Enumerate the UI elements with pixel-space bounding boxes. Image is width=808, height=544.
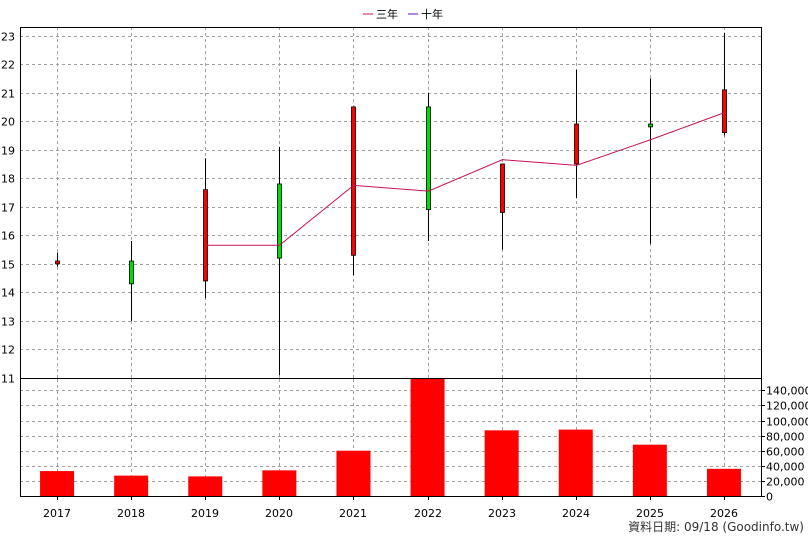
candle-body [648, 123, 653, 128]
volume-y-tick-label: 20,000 [766, 476, 805, 489]
price-y-tick-label: 12 [1, 344, 15, 357]
candle-body [277, 183, 282, 259]
volume-bar [40, 471, 75, 496]
volume-bars [40, 379, 741, 496]
volume-bar [188, 476, 223, 496]
price-y-tick-label: 19 [1, 145, 15, 158]
three-year-line [205, 112, 725, 246]
candle-body [55, 260, 60, 265]
x-tick-label: 2022 [414, 507, 442, 520]
volume-bar [336, 450, 371, 496]
footer-source: 資料日期: 09/18 (Goodinfo.tw) [628, 520, 804, 534]
volume-panel-frame [20, 378, 762, 497]
volume-y-axis: 0 20,000 40,000 60,000 80,000 100,000 120,000 1… [761, 385, 808, 504]
x-tick-label: 2025 [636, 507, 664, 520]
x-tick-label: 2026 [710, 507, 738, 520]
three-year-series [205, 112, 725, 246]
legend-label-three-year: 三年 [376, 7, 398, 21]
volume-bar [706, 468, 741, 496]
candle-body [129, 260, 134, 285]
x-tick-label: 2018 [117, 507, 145, 520]
volume-y-tick-label: 40,000 [766, 461, 805, 474]
x-tick-label: 2017 [43, 507, 71, 520]
price-y-tick-label: 14 [1, 287, 15, 300]
volume-bar [484, 430, 519, 496]
x-tick-label: 2024 [562, 507, 590, 520]
legend: 三年 十年 [363, 7, 443, 21]
candle-body [500, 163, 505, 213]
price-y-tick-label: 20 [1, 116, 15, 129]
x-tick-label: 2023 [488, 507, 516, 520]
volume-y-tick-label: 60,000 [766, 446, 805, 459]
volume-y-tick-label: 0 [766, 491, 773, 504]
x-tick-label: 2019 [191, 507, 219, 520]
price-y-tick-label: 15 [1, 259, 15, 272]
price-y-tick-label: 22 [1, 59, 15, 72]
volume-bar [410, 379, 445, 496]
candle-body [351, 106, 356, 256]
candle-body [722, 89, 727, 133]
price-y-tick-label: 11 [1, 373, 15, 386]
volume-y-tick-label: 80,000 [766, 431, 805, 444]
legend-label-ten-year: 十年 [421, 7, 443, 21]
candle-body [426, 106, 431, 211]
x-tick-label: 2020 [265, 507, 293, 520]
volume-y-tick-label: 120,000 [766, 400, 808, 413]
candlesticks [55, 32, 727, 376]
price-y-tick-label: 13 [1, 316, 15, 329]
volume-y-tick-label: 100,000 [766, 416, 808, 429]
x-axis: 2017 2018 2019 2020 2021 2022 2023 2024 2025 2026 [43, 496, 738, 520]
volume-bar [262, 470, 297, 496]
price-y-tick-label: 18 [1, 173, 15, 186]
price-y-tick-label: 23 [1, 31, 15, 44]
volume-y-tick-label: 140,000 [766, 385, 808, 398]
volume-bar [632, 444, 667, 496]
price-y-tick-label: 21 [1, 88, 15, 101]
price-y-tick-label: 17 [1, 202, 15, 215]
volume-bar [558, 429, 593, 496]
x-tick-label: 2021 [339, 507, 367, 520]
candle-body [574, 123, 579, 165]
price-y-axis: 11 12 13 14 15 16 17 18 19 20 21 22 23 [1, 31, 15, 386]
candle-body [203, 189, 208, 282]
volume-bar [114, 475, 149, 496]
price-y-tick-label: 16 [1, 230, 15, 243]
